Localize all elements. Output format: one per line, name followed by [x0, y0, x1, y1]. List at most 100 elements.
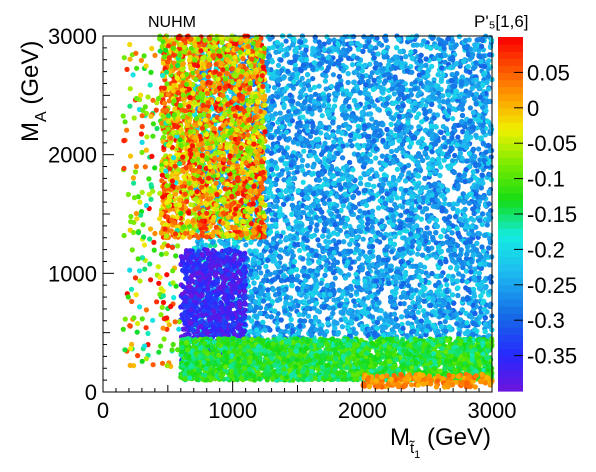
data-point: [335, 296, 341, 302]
data-point: [297, 153, 303, 159]
data-point: [391, 311, 398, 317]
data-point: [463, 268, 469, 274]
data-point: [287, 301, 293, 307]
data-point: [349, 62, 356, 68]
data-point: [419, 42, 425, 48]
data-point: [286, 170, 292, 176]
data-point: [373, 155, 379, 161]
data-point: [471, 65, 477, 71]
data-point: [378, 308, 384, 314]
data-point: [270, 171, 276, 177]
scatter-points: [120, 33, 495, 390]
data-point: [300, 114, 306, 120]
data-point: [347, 138, 353, 144]
data-point: [417, 204, 423, 210]
data-point: [319, 113, 325, 119]
data-point: [330, 72, 336, 78]
data-point: [447, 265, 454, 271]
data-point: [251, 280, 257, 286]
data-point: [429, 35, 436, 42]
data-point: [328, 83, 335, 90]
data-point: [336, 124, 342, 130]
data-point: [374, 238, 380, 244]
data-point: [427, 171, 433, 177]
data-point: [391, 218, 397, 224]
data-point: [456, 34, 462, 40]
data-point: [415, 309, 421, 315]
data-point: [243, 242, 249, 248]
data-point: [450, 116, 456, 122]
data-point: [484, 222, 490, 228]
data-point: [351, 79, 357, 85]
data-point: [359, 68, 365, 74]
data-point: [426, 280, 432, 286]
data-point: [396, 177, 402, 183]
chart-title: NUHM: [148, 14, 196, 31]
data-point: [350, 167, 356, 173]
data-point: [486, 262, 493, 268]
data-point: [313, 277, 319, 283]
data-point: [408, 154, 414, 160]
data-point: [258, 270, 264, 276]
data-point: [375, 106, 381, 112]
data-point: [454, 61, 460, 67]
data-point: [326, 288, 332, 294]
data-point: [369, 70, 375, 76]
data-point: [343, 297, 350, 303]
data-point: [424, 225, 430, 231]
data-point: [360, 236, 366, 242]
data-point: [444, 282, 450, 288]
data-point: [316, 83, 322, 89]
data-point: [293, 298, 299, 304]
data-point: [356, 256, 362, 262]
data-point: [369, 116, 375, 122]
data-point: [435, 90, 442, 96]
data-point: [287, 92, 293, 98]
data-point: [452, 152, 458, 159]
data-point: [415, 251, 421, 257]
data-point: [377, 128, 383, 134]
data-point: [344, 142, 350, 148]
data-point: [265, 291, 271, 297]
data-point: [277, 110, 283, 116]
data-point: [275, 62, 282, 68]
data-point: [330, 55, 336, 61]
data-point: [421, 106, 427, 112]
data-point: [281, 177, 287, 183]
data-point: [450, 201, 457, 207]
data-point: [425, 273, 431, 279]
data-point: [283, 38, 289, 44]
data-point: [427, 108, 433, 114]
data-point: [394, 166, 400, 172]
data-point: [318, 280, 324, 286]
data-point: [442, 318, 448, 325]
data-point: [351, 136, 357, 142]
data-point: [281, 150, 287, 156]
data-point: [356, 190, 362, 196]
data-point: [269, 211, 275, 217]
data-point: [455, 134, 461, 140]
data-point: [322, 194, 328, 200]
data-point: [347, 307, 353, 313]
data-point: [476, 146, 482, 152]
data-point: [310, 76, 316, 82]
data-point: [315, 237, 321, 243]
data-point: [266, 202, 272, 208]
data-point: [305, 163, 311, 169]
data-point: [280, 230, 286, 236]
data-point: [270, 258, 276, 264]
data-point: [281, 104, 287, 110]
data-point: [444, 234, 450, 240]
data-point: [413, 79, 419, 85]
data-point: [401, 301, 407, 307]
data-point: [352, 303, 358, 309]
data-point: [306, 78, 312, 84]
data-point: [311, 305, 317, 311]
data-point: [284, 145, 290, 151]
data-point: [332, 275, 338, 281]
data-point: [470, 217, 477, 223]
data-point: [367, 61, 373, 67]
data-point: [374, 35, 380, 41]
data-point: [299, 75, 305, 81]
